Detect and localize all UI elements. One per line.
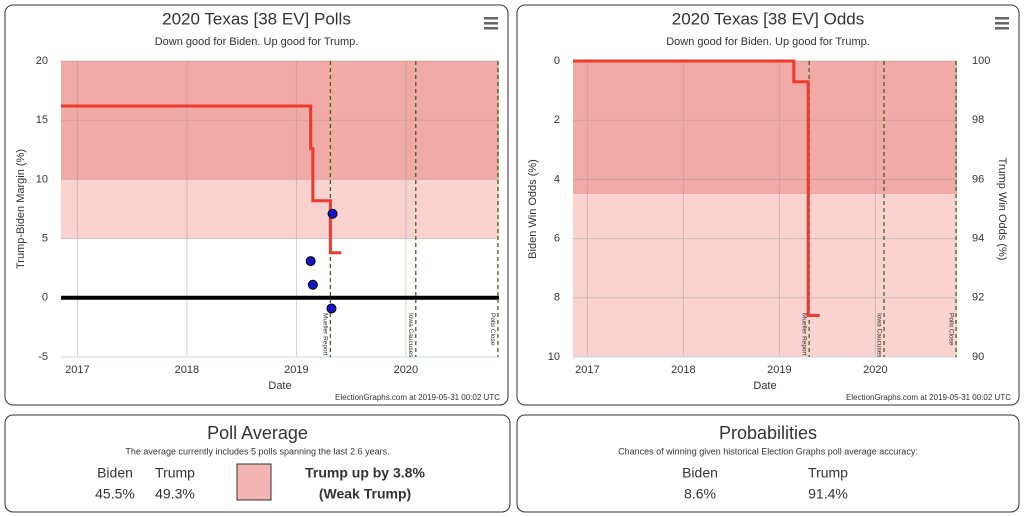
- menu-icon[interactable]: [484, 27, 498, 30]
- panel-description: Chances of winning given historical Elec…: [618, 446, 918, 456]
- summary-line: Trump up by 3.8%: [305, 465, 425, 481]
- poll-point: [327, 208, 338, 219]
- y2-tick-label: 100: [972, 55, 990, 67]
- x-tick-label: 2020: [863, 364, 887, 376]
- panel-title: Poll Average: [207, 423, 308, 443]
- x-tick-label: 2018: [175, 364, 199, 376]
- y2-tick-label: 94: [972, 233, 984, 245]
- event-label: Iowa Caucuses: [875, 313, 882, 358]
- x-tick-label: 2017: [575, 364, 599, 376]
- series-line: [61, 104, 342, 255]
- event-label: Polls Close: [489, 313, 496, 346]
- menu-icon[interactable]: [995, 17, 1009, 20]
- event-label: Mueller Report: [800, 313, 807, 356]
- y2-axis-label: Trump Win Odds (%): [996, 158, 1008, 261]
- panel-title: Probabilities: [719, 423, 817, 443]
- band: [61, 61, 499, 180]
- y-axis-label: Biden Win Odds (%): [527, 159, 539, 259]
- poll-point: [305, 256, 316, 267]
- x-tick-label: 2019: [284, 364, 308, 376]
- y-tick-label: 6: [554, 233, 560, 245]
- poll-point: [307, 279, 318, 290]
- y2-tick-label: 98: [972, 114, 984, 126]
- y-tick-label: 20: [36, 55, 48, 67]
- menu-icon[interactable]: [995, 27, 1009, 30]
- x-tick-label: 2018: [671, 364, 695, 376]
- x-tick-label: 2019: [767, 364, 791, 376]
- menu-icon[interactable]: [995, 22, 1009, 25]
- y-tick-label: 4: [554, 173, 560, 185]
- chart-subtitle: Down good for Biden. Up good for Trump.: [155, 36, 359, 48]
- band: [573, 61, 957, 195]
- candidate-value: 91.4%: [808, 486, 848, 502]
- band: [573, 194, 957, 357]
- y-tick-label: 8: [554, 292, 560, 304]
- y-tick-label: -5: [38, 351, 48, 363]
- candidate-value: 8.6%: [684, 486, 716, 502]
- event-label: Mueller Report: [322, 313, 329, 356]
- y-axis-label: Trump-Biden Margin (%): [15, 149, 27, 269]
- y-tick-label: 0: [42, 292, 48, 304]
- event-label: Polls Close: [947, 313, 954, 346]
- band: [61, 179, 499, 239]
- candidate-name: Biden: [97, 465, 133, 481]
- y-tick-label: 5: [42, 233, 48, 245]
- menu-icon[interactable]: [484, 22, 498, 25]
- y2-tick-label: 96: [972, 173, 984, 185]
- candidate-name: Trump: [808, 465, 848, 481]
- y2-tick-label: 90: [972, 351, 984, 363]
- y-tick-label: 10: [36, 173, 48, 185]
- credit: ElectionGraphs.com at 2019-05-31 00:02 U…: [846, 393, 1011, 402]
- candidate-name: Biden: [682, 465, 718, 481]
- y-tick-label: 0: [554, 55, 560, 67]
- x-axis-label: Date: [268, 380, 291, 392]
- x-tick-label: 2017: [65, 364, 89, 376]
- chart-subtitle: Down good for Biden. Up good for Trump.: [666, 36, 870, 48]
- chart-title: 2020 Texas [38 EV] Polls: [162, 9, 351, 28]
- event-label: Iowa Caucuses: [407, 313, 414, 358]
- x-tick-label: 2020: [394, 364, 418, 376]
- y-tick-label: 10: [548, 351, 560, 363]
- candidate-value: 45.5%: [95, 486, 135, 502]
- color-swatch: [236, 463, 272, 501]
- chart-title: 2020 Texas [38 EV] Odds: [672, 9, 864, 28]
- series-line: [573, 59, 820, 318]
- summary-line: (Weak Trump): [319, 486, 411, 502]
- y2-tick-label: 92: [972, 292, 984, 304]
- x-axis-label: Date: [753, 380, 776, 392]
- candidate-value: 49.3%: [155, 486, 195, 502]
- poll-point: [326, 303, 337, 314]
- y-tick-label: 2: [554, 114, 560, 126]
- panel-frame: [516, 414, 1020, 513]
- panel-description: The average currently includes 5 polls s…: [125, 446, 389, 456]
- credit: ElectionGraphs.com at 2019-05-31 00:02 U…: [335, 393, 500, 402]
- y-tick-label: 15: [36, 114, 48, 126]
- menu-icon[interactable]: [484, 17, 498, 20]
- candidate-name: Trump: [155, 465, 195, 481]
